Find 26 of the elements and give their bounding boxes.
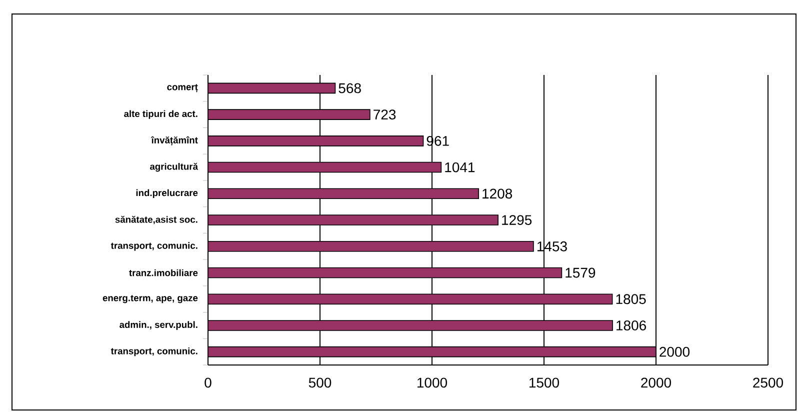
data-label: 1041 — [445, 162, 475, 172]
data-label: 1208 — [482, 188, 512, 199]
y-tick-label: energ.term, ape, gaze — [102, 295, 198, 304]
y-tick-label: agricultură — [150, 162, 198, 172]
y-tick-label: învățămînt — [150, 136, 198, 146]
x-tick-label: 1500 — [530, 378, 560, 388]
data-label: 1806 — [616, 320, 646, 330]
data-label: 1579 — [566, 268, 596, 278]
x-tick-label: 1000 — [418, 378, 448, 388]
y-tick-label: tranz.imobiliare — [129, 269, 198, 276]
y-tick-label: comerț — [167, 84, 198, 92]
data-label: 2000 — [660, 346, 690, 357]
x-tick-label: 500 — [308, 378, 332, 388]
data-label: 568 — [338, 83, 361, 94]
data-label: 723 — [374, 110, 396, 120]
y-tick-label: transport, comunic. — [110, 347, 198, 356]
x-tick-label: 0 — [204, 378, 212, 388]
y-tick-label: transport, comunic. — [110, 242, 198, 251]
y-tick-label: alte tipuri de act. — [124, 110, 198, 119]
y-tick-label: sănătate,asist soc. — [115, 216, 198, 224]
data-label: 1805 — [616, 294, 646, 304]
data-label: 1295 — [502, 215, 532, 225]
y-tick-label: ind.prelucrare — [136, 189, 198, 198]
y-tick-label: admin., serv.publ. — [120, 321, 198, 330]
x-tick-label: 2500 — [753, 378, 784, 388]
x-tick-label: 2000 — [641, 378, 672, 388]
